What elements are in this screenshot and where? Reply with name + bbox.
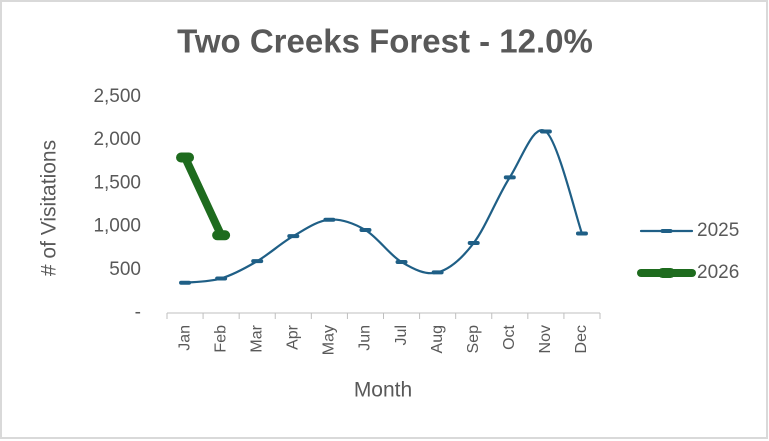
y-tick-label: - (135, 302, 141, 323)
point-marker (575, 231, 588, 236)
x-tick-label: Jul (393, 325, 410, 345)
x-tick-label: May (321, 325, 338, 355)
legend-label: 2026 (697, 262, 739, 283)
point-marker (176, 152, 195, 163)
x-tick-label: Feb (212, 325, 229, 353)
point-marker (431, 270, 444, 275)
x-tick-label: Mar (248, 324, 265, 352)
point-marker (179, 280, 192, 285)
x-tick-label: Nov (537, 325, 554, 353)
y-axis-label: # of Visitations (38, 140, 61, 276)
x-tick-label: Aug (429, 325, 446, 353)
legend-label: 2025 (697, 220, 739, 241)
y-tick-label: 2,000 (93, 129, 141, 150)
x-tick-label: Jun (357, 325, 374, 351)
y-tick-label: 2,500 (93, 86, 141, 107)
y-tick-label: 1,000 (93, 216, 141, 237)
point-marker (503, 175, 516, 180)
x-tick-label: Apr (285, 324, 302, 350)
x-tick-label: Oct (501, 324, 518, 349)
point-marker (395, 260, 408, 265)
point-marker (212, 230, 231, 241)
point-marker (539, 129, 552, 134)
x-axis-label: Month (354, 379, 412, 402)
point-marker (251, 259, 264, 264)
x-tick-label: Sep (465, 325, 482, 354)
legend-marker (660, 229, 673, 233)
x-tick-label: Dec (573, 325, 590, 353)
chart-title: Two Creeks Forest - 12.0% (177, 23, 593, 60)
point-marker (287, 234, 300, 239)
point-marker (467, 241, 480, 246)
legend-marker (657, 268, 676, 278)
point-marker (359, 228, 372, 233)
y-tick-label: 1,500 (93, 172, 141, 193)
y-tick-label: 500 (109, 259, 141, 280)
point-marker (215, 276, 228, 281)
point-marker (323, 217, 336, 222)
x-tick-label: Jan (176, 325, 193, 351)
